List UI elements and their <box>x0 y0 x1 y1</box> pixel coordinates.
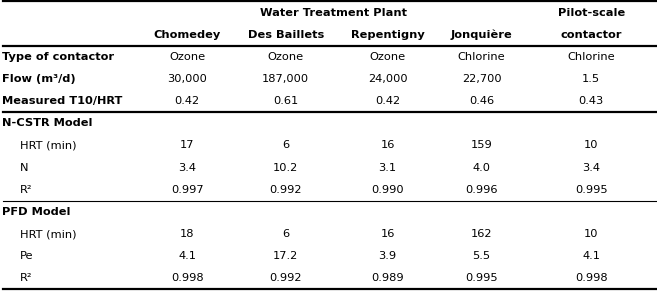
Text: PFD Model: PFD Model <box>2 207 70 217</box>
Text: 6: 6 <box>283 229 289 239</box>
Text: 30,000: 30,000 <box>168 74 207 84</box>
Text: 0.995: 0.995 <box>575 185 608 195</box>
Text: 0.989: 0.989 <box>371 273 404 283</box>
Text: Pe: Pe <box>20 251 34 261</box>
Text: 10: 10 <box>584 141 599 150</box>
Text: 16: 16 <box>380 229 395 239</box>
Text: 16: 16 <box>380 141 395 150</box>
Text: 0.43: 0.43 <box>579 96 604 106</box>
Text: 0.992: 0.992 <box>269 185 302 195</box>
Text: Repentigny: Repentigny <box>351 30 424 40</box>
Text: 0.992: 0.992 <box>269 273 302 283</box>
Text: R²: R² <box>20 185 32 195</box>
Text: 17: 17 <box>180 141 194 150</box>
Text: HRT (min): HRT (min) <box>20 229 76 239</box>
Text: 5.5: 5.5 <box>472 251 491 261</box>
Text: N: N <box>20 163 28 173</box>
Text: 17.2: 17.2 <box>273 251 298 261</box>
Text: 10.2: 10.2 <box>273 163 298 173</box>
Text: Type of contactor: Type of contactor <box>2 52 114 62</box>
Text: 0.46: 0.46 <box>469 96 494 106</box>
Text: 3.1: 3.1 <box>378 163 397 173</box>
Text: 0.998: 0.998 <box>575 273 608 283</box>
Text: 187,000: 187,000 <box>262 74 309 84</box>
Text: R²: R² <box>20 273 32 283</box>
Text: contactor: contactor <box>560 30 622 40</box>
Text: 22,700: 22,700 <box>462 74 501 84</box>
Text: 10: 10 <box>584 229 599 239</box>
Text: 0.998: 0.998 <box>171 273 204 283</box>
Text: 3.4: 3.4 <box>582 163 600 173</box>
Text: 0.995: 0.995 <box>465 273 498 283</box>
Text: 4.1: 4.1 <box>178 251 196 261</box>
Text: 0.990: 0.990 <box>371 185 404 195</box>
Text: Ozone: Ozone <box>370 52 405 62</box>
Text: 162: 162 <box>471 229 492 239</box>
Text: Pilot-scale: Pilot-scale <box>558 7 625 18</box>
Text: 18: 18 <box>180 229 194 239</box>
Text: 0.996: 0.996 <box>465 185 498 195</box>
Text: 24,000: 24,000 <box>368 74 407 84</box>
Text: Flow (m³/d): Flow (m³/d) <box>2 74 76 84</box>
Text: 159: 159 <box>470 141 493 150</box>
Text: 4.1: 4.1 <box>582 251 600 261</box>
Text: 0.61: 0.61 <box>273 96 298 106</box>
Text: Chlorine: Chlorine <box>568 52 615 62</box>
Text: Ozone: Ozone <box>170 52 205 62</box>
Text: 0.42: 0.42 <box>175 96 200 106</box>
Text: Des Baillets: Des Baillets <box>248 30 324 40</box>
Text: Water Treatment Plant: Water Treatment Plant <box>260 7 407 18</box>
Text: 6: 6 <box>283 141 289 150</box>
Text: 0.42: 0.42 <box>375 96 400 106</box>
Text: 4.0: 4.0 <box>472 163 491 173</box>
Text: 0.997: 0.997 <box>171 185 204 195</box>
Text: Ozone: Ozone <box>268 52 304 62</box>
Text: 3.4: 3.4 <box>178 163 196 173</box>
Text: 3.9: 3.9 <box>378 251 397 261</box>
Text: Measured T10/HRT: Measured T10/HRT <box>2 96 122 106</box>
Text: HRT (min): HRT (min) <box>20 141 76 150</box>
Text: Jonquière: Jonquière <box>451 30 512 40</box>
Text: 1.5: 1.5 <box>582 74 600 84</box>
Text: N-CSTR Model: N-CSTR Model <box>2 118 93 128</box>
Text: Chomedey: Chomedey <box>154 30 221 40</box>
Text: Chlorine: Chlorine <box>458 52 505 62</box>
